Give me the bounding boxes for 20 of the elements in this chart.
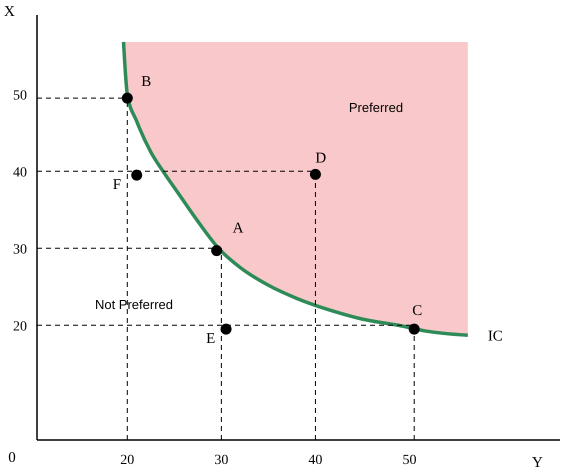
y-tick-label: 20 xyxy=(13,319,27,334)
x-tick-label: 20 xyxy=(120,452,134,468)
annotation: F xyxy=(112,177,122,194)
x-tick-label: 40 xyxy=(308,452,322,468)
annotation: E xyxy=(206,331,216,348)
annotation: Preferred xyxy=(348,100,404,115)
x-tick-label: 30 xyxy=(214,452,228,468)
annotation: A xyxy=(232,220,244,237)
annotation: D xyxy=(315,150,326,166)
y-tick-label: 40 xyxy=(13,165,27,180)
annotation: IC xyxy=(488,328,503,344)
text: 0 xyxy=(8,450,16,466)
annotation: C xyxy=(412,303,422,320)
y-tick-label: 30 xyxy=(13,242,27,258)
y-tick-label: 50 xyxy=(13,88,27,104)
y-axis-title: X xyxy=(4,4,15,21)
x-axis-title: Y xyxy=(532,455,543,472)
x-tick-label: 50 xyxy=(402,452,416,468)
annotation: B xyxy=(141,74,152,90)
annotation: Not Preferred xyxy=(94,297,174,312)
